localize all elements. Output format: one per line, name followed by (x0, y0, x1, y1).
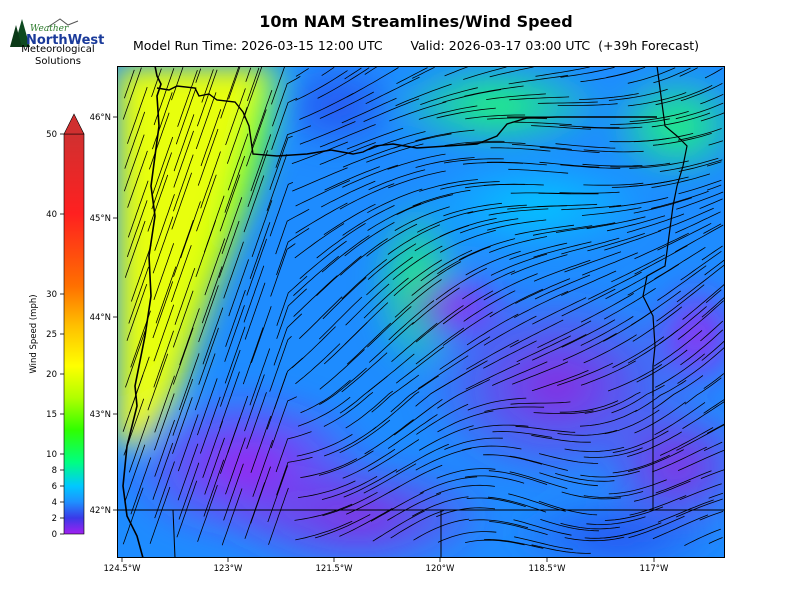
california-line (172, 509, 176, 558)
valid-time: Valid: 2026-03-17 03:00 UTC (+39h Foreca… (410, 38, 700, 53)
colorbar-tick-label: 8 (52, 466, 57, 476)
longitude-tick-label: 118.5°W (529, 564, 567, 574)
colorbar-tick-label: 50 (46, 130, 57, 140)
longitude-tick-label: 123°W (214, 564, 243, 574)
logo-word-top: Weather (30, 24, 69, 34)
colorbar-tick-label: 6 (52, 482, 57, 492)
colorbar-extend-arrow (63, 113, 85, 135)
chart-title: 10m NAM Streamlines/Wind Speed (259, 12, 573, 31)
latitude-tick-label: 44°N (90, 313, 111, 323)
colorbar-tick-label: 0 (52, 530, 57, 540)
map-frame (117, 66, 725, 558)
latitude-tick-label: 43°N (90, 410, 111, 420)
latitude-tick-label: 45°N (90, 214, 111, 224)
colorbar-label: Wind Speed (mph) (29, 294, 39, 373)
borders (117, 66, 725, 558)
colorbar-tick-label: 4 (52, 498, 57, 508)
colorbar-tick-label: 25 (46, 330, 57, 340)
colorbar-tick-label: 30 (46, 290, 57, 300)
latitude-tick-label: 42°N (90, 506, 111, 516)
pacific-coastline (122, 66, 162, 558)
longitude-tick-label: 120°W (426, 564, 455, 574)
colorbar: 0 2 4 6 8 10 15 20 25 30 40 50 Wind Speed (mph) (29, 113, 85, 540)
wind-map (117, 66, 725, 558)
snake-river-border (642, 66, 688, 396)
colorbar-tick-label: 15 (46, 410, 57, 420)
model-run-time: Model Run Time: 2026-03-15 12:00 UTC (132, 38, 383, 53)
longitude-tick-label: 121.5°W (316, 564, 354, 574)
longitude-tick-label: 117°W (640, 564, 669, 574)
chart-subtitle: Model Run Time: 2026-03-15 12:00 UTC Val… (0, 38, 800, 53)
latitude-tick-label: 46°N (90, 113, 111, 123)
colorbar-tick-label: 40 (46, 210, 57, 220)
logo-caption: Meteorological Solutions (21, 44, 95, 67)
colorbar-tick-label: 10 (46, 450, 57, 460)
colorbar-tick-label: 2 (52, 514, 57, 524)
colorbar-tick-label: 20 (46, 370, 57, 380)
longitude-tick-label: 124.5°W (104, 564, 142, 574)
columbia-river-border (156, 85, 657, 157)
weather-northwest-logo: Weather NorthWest (10, 18, 104, 48)
logo-word-main: NorthWest (26, 33, 104, 48)
